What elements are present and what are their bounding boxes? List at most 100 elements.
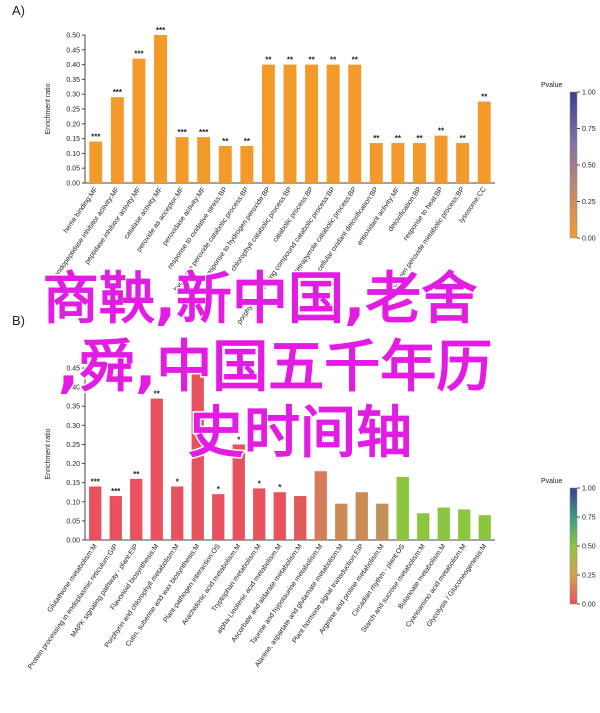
- panel-label: A): [12, 3, 25, 18]
- y-tick-label: 0.35: [66, 77, 80, 84]
- bar: [369, 143, 383, 183]
- y-tick-label: 0.45: [66, 366, 80, 373]
- y-tick-label: 0.35: [66, 404, 80, 411]
- significance-label: **: [308, 56, 315, 65]
- significance-label: ***: [113, 88, 123, 97]
- significance-label: **: [352, 56, 359, 65]
- bar: [477, 101, 491, 183]
- y-tick-label: 0.40: [66, 62, 80, 69]
- bar: [218, 146, 232, 183]
- bar: [261, 64, 275, 183]
- y-tick-label: 0.15: [66, 136, 80, 143]
- x-tick-label: Protein processing in endoplasmic reticu…: [27, 543, 120, 671]
- x-tick-label: catabolic process:BP: [272, 186, 315, 244]
- significance-label: **: [416, 134, 423, 143]
- bar: [335, 503, 348, 540]
- significance-label: ***: [156, 26, 166, 35]
- significance-label: *: [176, 477, 180, 486]
- bar: [434, 135, 448, 183]
- y-tick-label: 0.25: [66, 107, 80, 114]
- colorbar-title: Pvalue: [541, 82, 563, 89]
- x-tick-label: peroxidase activity:MF: [162, 186, 208, 247]
- x-tick-label: response to heat:BP: [403, 186, 445, 242]
- significance-label: **: [222, 137, 229, 146]
- significance-label: *: [217, 485, 221, 494]
- y-tick-label: 0.15: [66, 480, 80, 487]
- bar: [391, 143, 405, 183]
- bar: [110, 97, 124, 183]
- bar: [437, 507, 450, 540]
- significance-label: ***: [91, 133, 101, 142]
- x-tick-label: antioxidant activity:MF: [356, 186, 401, 247]
- bar: [294, 496, 307, 540]
- y-tick-label: 0.05: [66, 166, 80, 173]
- bar: [253, 488, 266, 540]
- significance-label: **: [373, 134, 380, 143]
- y-tick-label: 0.05: [66, 518, 80, 525]
- y-tick-label: 0.45: [66, 47, 80, 54]
- bar: [326, 64, 340, 183]
- bar: [212, 494, 225, 540]
- y-axis-label: Enrichment ratio: [45, 428, 52, 479]
- y-tick-label: 0.25: [66, 442, 80, 449]
- significance-label: ***: [199, 128, 209, 137]
- y-axis-label: Enrichment ratio: [45, 83, 52, 134]
- bar: [305, 64, 319, 183]
- colorbar: [569, 91, 578, 239]
- y-tick-label: 0.30: [66, 92, 80, 99]
- colorbar-tick-label: 0.00: [582, 602, 596, 609]
- x-tick-label: Porphyrin and chlorophyll metabolism:M: [104, 543, 181, 649]
- y-tick-label: 0.00: [66, 538, 80, 545]
- y-tick-label: 0.20: [66, 461, 80, 468]
- bar: [348, 64, 362, 183]
- colorbar-tick-label: 0.75: [582, 515, 596, 522]
- significance-label: **: [154, 390, 161, 399]
- overlay-text: ,舜,中国五千年历: [58, 335, 493, 400]
- overlay-text: 商鞅,新中国,老舍: [43, 267, 478, 332]
- colorbar-title: Pvalue: [541, 478, 563, 485]
- bar: [89, 141, 103, 183]
- bar: [240, 146, 254, 183]
- significance-label: ***: [111, 487, 121, 496]
- significance-label: **: [330, 56, 337, 65]
- bar: [413, 143, 426, 183]
- bar: [232, 444, 245, 540]
- bar: [175, 137, 189, 183]
- bar: [456, 143, 470, 183]
- bar: [191, 368, 204, 540]
- significance-label: **: [133, 470, 140, 479]
- colorbar-tick-label: 0.75: [582, 126, 596, 133]
- significance-label: *: [258, 479, 262, 488]
- y-tick-label: 0.50: [66, 33, 80, 40]
- y-tick-label: 0.00: [66, 181, 80, 188]
- y-tick-label: 0.10: [66, 151, 80, 158]
- colorbar-tick-label: 0.25: [582, 573, 596, 580]
- bar: [458, 509, 471, 540]
- colorbar-tick-label: 0.50: [582, 163, 596, 170]
- bar: [130, 478, 143, 540]
- bar: [283, 64, 297, 183]
- bar: [376, 503, 389, 540]
- bar: [197, 137, 211, 183]
- bar: [417, 513, 430, 540]
- colorbar-tick-label: 1.00: [582, 486, 596, 493]
- bar: [355, 492, 368, 540]
- significance-label: **: [395, 134, 402, 143]
- bar: [478, 515, 491, 540]
- y-tick-label: 0.10: [66, 499, 80, 506]
- overlay: 商鞅,新中国,老舍 ,舜,中国五千年历 史时间轴: [41, 266, 494, 468]
- significance-label: **: [481, 93, 488, 102]
- significance-label: ***: [134, 50, 144, 59]
- significance-label: ***: [91, 477, 101, 486]
- colorbar-tick-label: 0.00: [582, 236, 596, 243]
- x-tick-label: catalase activity:MF: [123, 186, 164, 240]
- significance-label: **: [287, 56, 294, 65]
- bar: [171, 486, 184, 540]
- panel-label: B): [12, 313, 25, 328]
- bar: [314, 471, 327, 540]
- significance-label: **: [244, 137, 251, 146]
- colorbar: [569, 487, 578, 605]
- bar: [150, 398, 163, 540]
- significance-label: *: [278, 483, 282, 492]
